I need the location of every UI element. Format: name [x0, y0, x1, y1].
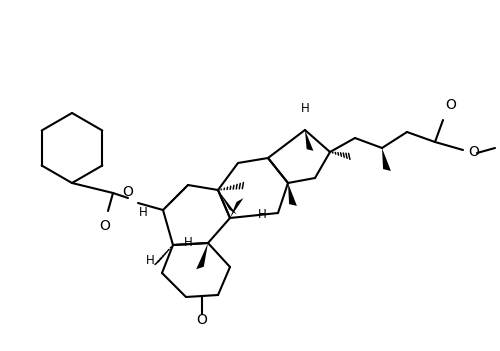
Text: H: H: [146, 253, 155, 266]
Polygon shape: [382, 148, 391, 171]
Text: H: H: [139, 206, 148, 219]
Text: O: O: [196, 313, 207, 327]
Polygon shape: [305, 130, 314, 151]
Polygon shape: [230, 198, 243, 218]
Polygon shape: [196, 243, 208, 269]
Text: O: O: [445, 98, 456, 112]
Polygon shape: [288, 183, 297, 206]
Text: H: H: [258, 208, 267, 221]
Text: O: O: [100, 219, 110, 233]
Polygon shape: [218, 190, 236, 214]
Text: H: H: [300, 102, 310, 115]
Text: O: O: [122, 185, 133, 199]
Text: H: H: [184, 237, 193, 250]
Text: O: O: [468, 145, 479, 159]
